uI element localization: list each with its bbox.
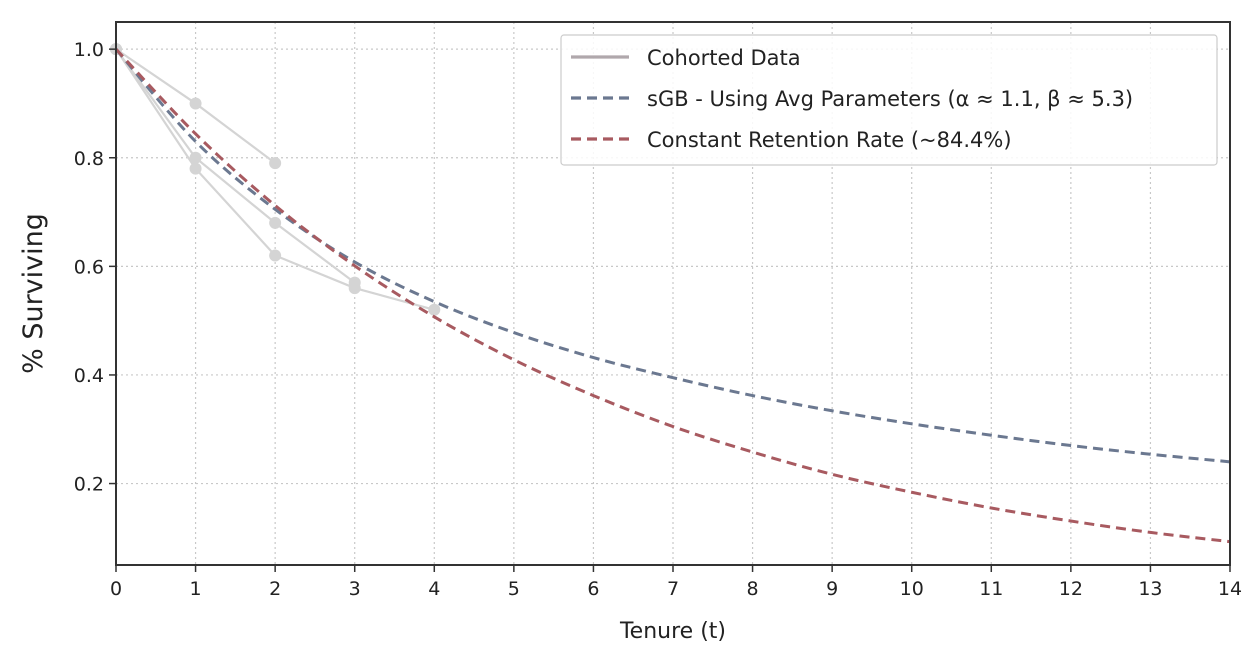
x-tick-label: 8 (747, 578, 759, 600)
cohort-point (428, 303, 441, 316)
x-tick-label: 5 (508, 578, 520, 600)
cohort-line (115, 48, 356, 284)
legend-label-cohorts: Cohorted Data (647, 46, 801, 70)
x-tick-label: 0 (110, 578, 122, 600)
cohort-point (189, 162, 202, 175)
x-tick-label: 13 (1138, 578, 1162, 600)
x-tick-label: 14 (1218, 578, 1242, 600)
cohort-point (269, 216, 282, 229)
cohort-point (269, 249, 282, 262)
cohort-point (189, 151, 202, 164)
legend-box (560, 34, 1218, 166)
x-tick-label: 9 (826, 578, 838, 600)
series-line-sgb (114, 48, 1231, 464)
x-tick-label: 6 (587, 578, 599, 600)
legend-label-constant: Constant Retention Rate (~84.4%) (647, 128, 1012, 152)
x-tick-label: 12 (1059, 578, 1083, 600)
x-tick-label: 2 (269, 578, 281, 600)
legend: Cohorted Data sGB - Using Avg Parameters … (560, 34, 1218, 166)
legend-label-sgb: sGB - Using Avg Parameters (α ≈ 1.1, β ≈… (647, 87, 1133, 111)
x-tick-label: 10 (900, 578, 924, 600)
cohort-point (348, 282, 361, 295)
x-tick-label: 11 (979, 578, 1003, 600)
y-axis-ticks: 0.2 0.4 0.6 0.8 1.0 (74, 39, 116, 496)
y-tick-label: 0.6 (74, 256, 104, 278)
y-tick-label: 0.8 (74, 148, 104, 170)
x-tick-label: 7 (667, 578, 679, 600)
x-axis-ticks: 0 1 2 3 4 5 6 7 8 9 10 11 12 13 14 (110, 565, 1242, 600)
y-tick-label: 0.2 (74, 474, 104, 496)
y-tick-label: 0.4 (74, 365, 104, 387)
model-lines (114, 48, 1231, 544)
x-tick-label: 1 (190, 578, 202, 600)
cohort-point (189, 97, 202, 110)
x-axis-label: Tenure (t) (619, 619, 726, 644)
x-tick-label: 3 (349, 578, 361, 600)
cohort-lines (110, 43, 441, 316)
y-tick-label: 1.0 (74, 39, 104, 61)
cohort-point (269, 157, 282, 170)
series-line-constant (114, 48, 1231, 544)
x-tick-label: 4 (428, 578, 440, 600)
y-axis-label: % Surviving (18, 213, 49, 374)
